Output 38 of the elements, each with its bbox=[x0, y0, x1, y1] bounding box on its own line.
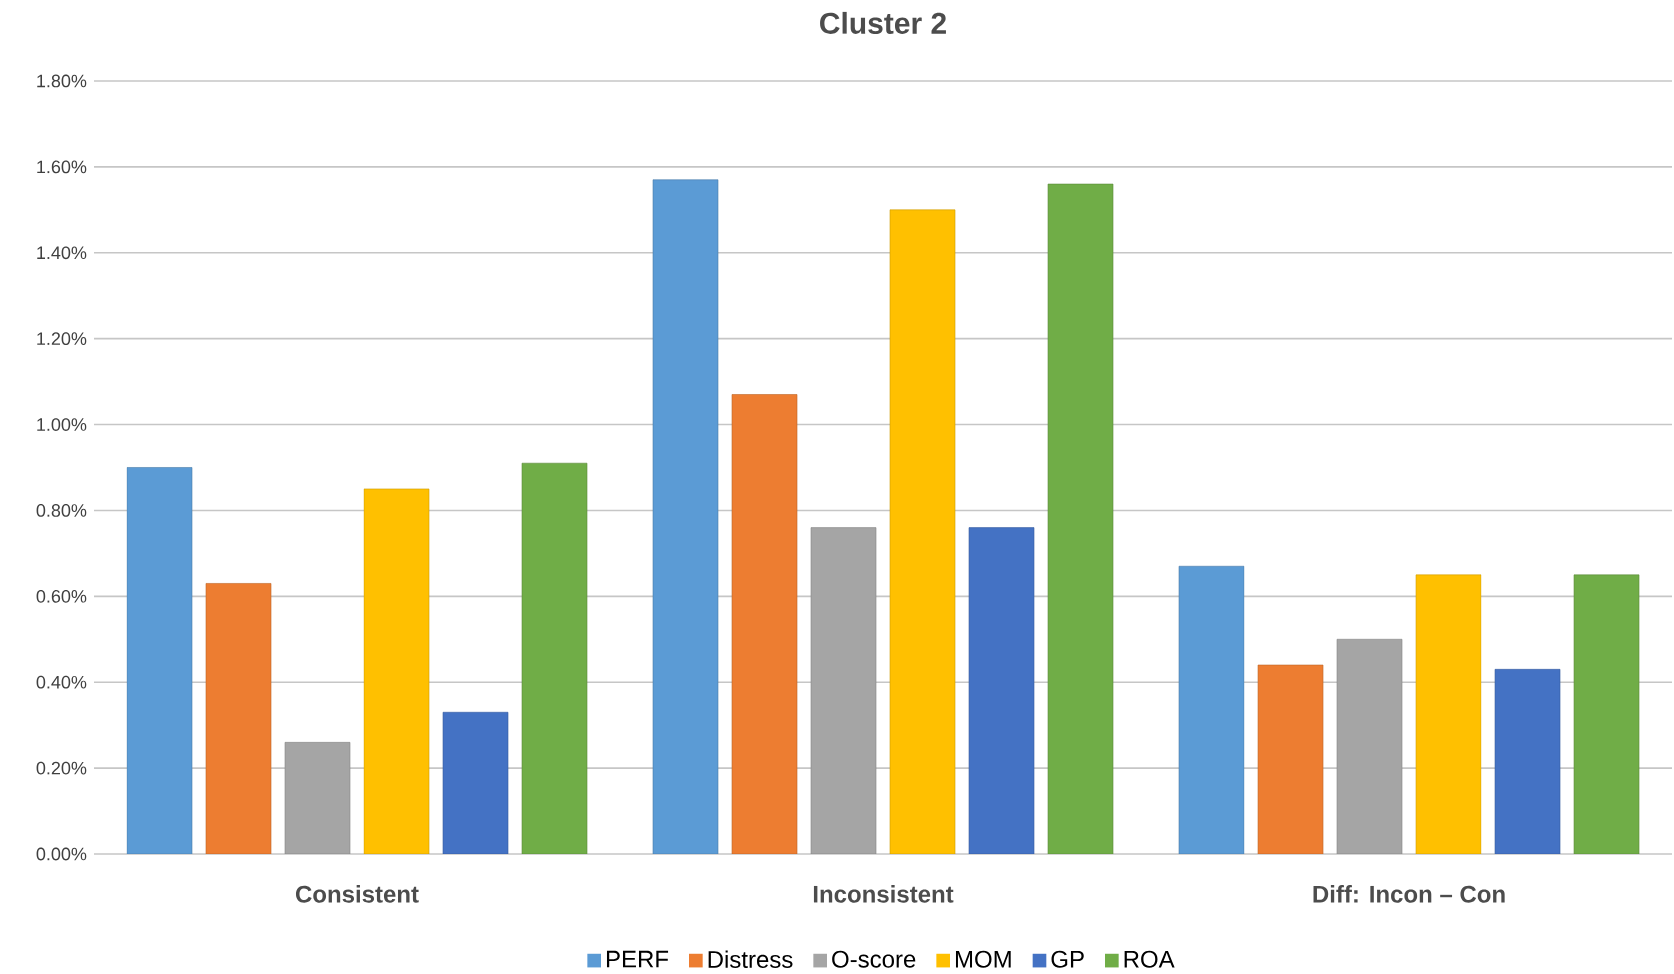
legend-label: ROA bbox=[1124, 950, 1175, 968]
bar bbox=[205, 583, 272, 854]
x-tick-label: Diff: Incon – Con bbox=[1313, 885, 1505, 903]
bar bbox=[889, 209, 956, 854]
bar bbox=[1336, 638, 1403, 854]
y-tick-label: 1.80% bbox=[37, 74, 87, 88]
bar bbox=[810, 527, 877, 854]
y-tick-label: 1.60% bbox=[37, 160, 87, 174]
y-tick-label: 0.60% bbox=[36, 589, 87, 603]
x-tick-label: Inconsistent bbox=[813, 885, 954, 903]
bar bbox=[652, 179, 719, 854]
y-tick-label: 1.40% bbox=[37, 246, 87, 260]
legend-label: O-score bbox=[832, 950, 916, 968]
bar bbox=[1257, 664, 1324, 854]
legend-label: GP bbox=[1051, 950, 1084, 968]
chart-title: Cluster 2 bbox=[820, 11, 946, 34]
bar bbox=[284, 742, 351, 854]
bar bbox=[521, 462, 588, 854]
bar bbox=[1415, 574, 1482, 854]
y-tick-label: 0.80% bbox=[36, 504, 87, 517]
bar bbox=[442, 711, 509, 854]
y-tick-label: 0.00% bbox=[36, 847, 87, 861]
legend-label: Distress bbox=[708, 950, 793, 969]
bar bbox=[968, 527, 1035, 854]
bar bbox=[1573, 574, 1640, 854]
y-tick-label: 0.40% bbox=[36, 675, 87, 689]
x-tick-label: Consistent bbox=[295, 885, 419, 903]
bar bbox=[1178, 565, 1245, 854]
legend-label: PERF bbox=[606, 950, 669, 968]
y-tick-label: 0.20% bbox=[36, 761, 87, 775]
legend-label: MOM bbox=[955, 950, 1011, 968]
y-tick-label: 1.20% bbox=[37, 332, 87, 346]
bar bbox=[731, 394, 798, 854]
bar bbox=[363, 488, 430, 854]
bar bbox=[1494, 669, 1561, 854]
y-tick-label: 1.00% bbox=[37, 418, 87, 431]
bar bbox=[126, 467, 193, 854]
bar bbox=[1047, 183, 1114, 854]
